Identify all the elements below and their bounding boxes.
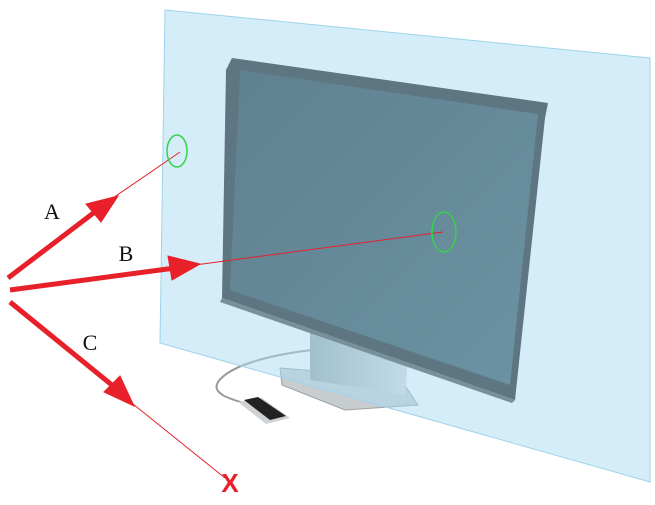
arrowhead bbox=[167, 255, 202, 281]
label-b: B bbox=[119, 241, 134, 266]
arrow-c bbox=[8, 300, 120, 392]
arrow-b bbox=[9, 265, 176, 293]
label-a: A bbox=[44, 199, 60, 224]
arrow-a bbox=[6, 206, 102, 280]
arrowhead bbox=[85, 195, 120, 223]
label-c: C bbox=[83, 330, 98, 355]
arrowhead bbox=[103, 375, 136, 408]
ray-c bbox=[127, 399, 226, 479]
target-circle bbox=[431, 211, 457, 253]
target-circle bbox=[166, 134, 188, 168]
sensor bbox=[238, 397, 290, 424]
interaction-plane bbox=[159, 9, 651, 483]
miss-mark: X bbox=[221, 468, 239, 498]
ray-b bbox=[194, 231, 444, 266]
